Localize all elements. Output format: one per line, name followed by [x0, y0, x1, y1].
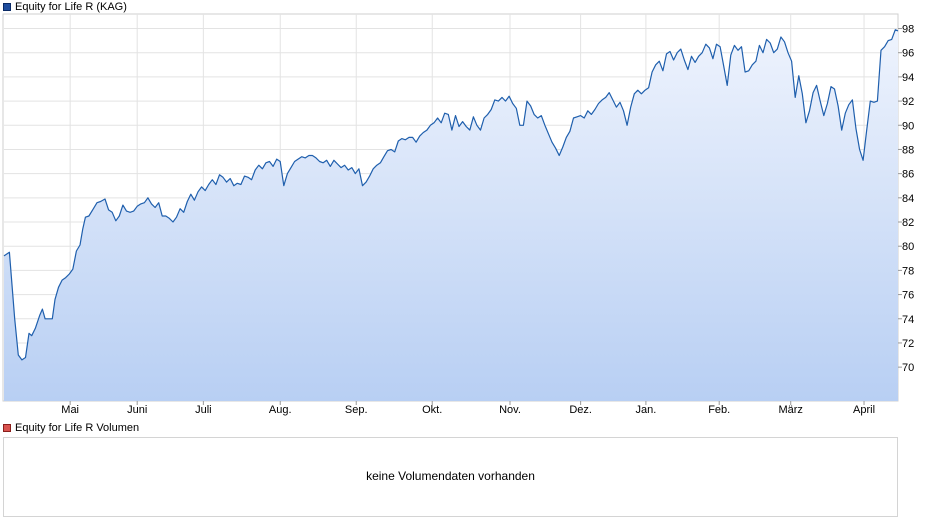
y-tick-label: 92 — [902, 96, 914, 108]
y-tick-label: 76 — [902, 290, 914, 302]
y-tick-label: 74 — [902, 314, 914, 326]
x-axis-ticks: Mai Juni Juli Aug. Sep. Okt. Nov. Dez. Jan. Feb. M… — [61, 401, 875, 416]
y-tick-label: 96 — [902, 48, 914, 60]
y-tick-label: 88 — [902, 144, 914, 156]
y-axis-ticks: 70 72 74 76 78 80 82 84 86 88 90 92 94 96 98 — [898, 24, 914, 374]
legend-price-swatch — [3, 3, 11, 11]
x-tick-label: Aug. — [269, 404, 292, 416]
y-tick-label: 80 — [902, 241, 914, 253]
y-tick-label: 90 — [902, 120, 914, 132]
x-tick-label: Juli — [195, 404, 212, 416]
price-line — [3, 29, 899, 361]
y-tick-label: 84 — [902, 193, 914, 205]
y-tick-label: 94 — [902, 72, 914, 84]
x-tick-label: Jan. — [635, 404, 656, 416]
legend-price-label: Equity for Life R (KAG) — [15, 1, 127, 13]
x-tick-label: Feb. — [708, 404, 730, 416]
x-tick-label: Dez. — [569, 404, 592, 416]
y-tick-label: 86 — [902, 169, 914, 181]
legend-volume-swatch — [3, 424, 11, 432]
legend-volume-label: Equity for Life R Volumen — [15, 422, 140, 434]
x-tick-label: Okt. — [422, 404, 442, 416]
x-tick-label: Juni — [127, 404, 147, 416]
legend-volume: Equity for Life R Volumen — [3, 421, 139, 435]
y-tick-label: 78 — [902, 265, 914, 277]
y-tick-label: 98 — [902, 24, 914, 36]
price-chart: ARIVA.DE 707274767880828486889092949698 … — [2, 13, 914, 416]
y-tick-label: 70 — [902, 362, 914, 374]
y-tick-label: 82 — [902, 217, 914, 229]
x-tick-label: Sep. — [345, 404, 368, 416]
legend-price: Equity for Life R (KAG) — [3, 0, 127, 14]
x-tick-label: März — [778, 404, 802, 416]
x-tick-label: April — [853, 404, 875, 416]
area-fill — [4, 29, 898, 401]
series-line — [3, 29, 899, 361]
x-tick-label: Mai — [61, 404, 79, 416]
area-path — [4, 29, 898, 401]
no-volume-message: keine Volumendaten vorhanden — [366, 469, 535, 483]
volume-panel: keine Volumendaten vorhanden — [3, 437, 898, 517]
x-tick-label: Nov. — [499, 404, 521, 416]
y-tick-label: 72 — [902, 338, 914, 350]
